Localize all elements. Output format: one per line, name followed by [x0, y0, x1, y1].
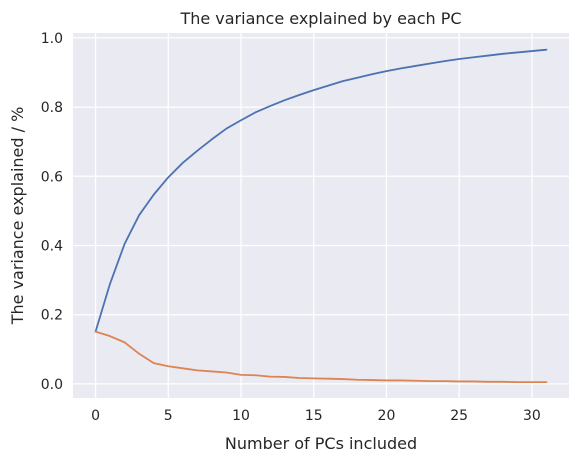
tick-labels: 0 5 10 15 20 25 30 0.0 0.2 0.4 0.6 0.8 1.0 — [41, 31, 541, 424]
grid-lines — [73, 33, 569, 398]
y-axis-label: The variance explained / % — [8, 107, 27, 326]
series-line-2 — [94, 330, 548, 384]
y-tick-label: 0.2 — [41, 308, 63, 324]
x-tick-label: 25 — [450, 408, 468, 424]
x-axis-label: Number of PCs included — [225, 434, 417, 453]
y-tick-label: 1.0 — [41, 31, 63, 47]
series-line-1 — [94, 48, 548, 333]
x-tick-label: 20 — [378, 408, 396, 424]
y-tick-label: 0.6 — [41, 169, 63, 185]
y-tick-label: 0.4 — [41, 238, 63, 254]
series-lines — [94, 48, 548, 384]
chart-title: The variance explained by each PC — [179, 9, 461, 28]
y-tick-label: 0.0 — [41, 377, 63, 393]
plot-area — [73, 33, 569, 398]
x-tick-label: 0 — [91, 408, 100, 424]
x-tick-label: 5 — [164, 408, 173, 424]
y-tick-label: 0.8 — [41, 100, 63, 116]
x-tick-label: 10 — [232, 408, 250, 424]
x-tick-label: 30 — [523, 408, 541, 424]
x-tick-label: 15 — [305, 408, 323, 424]
